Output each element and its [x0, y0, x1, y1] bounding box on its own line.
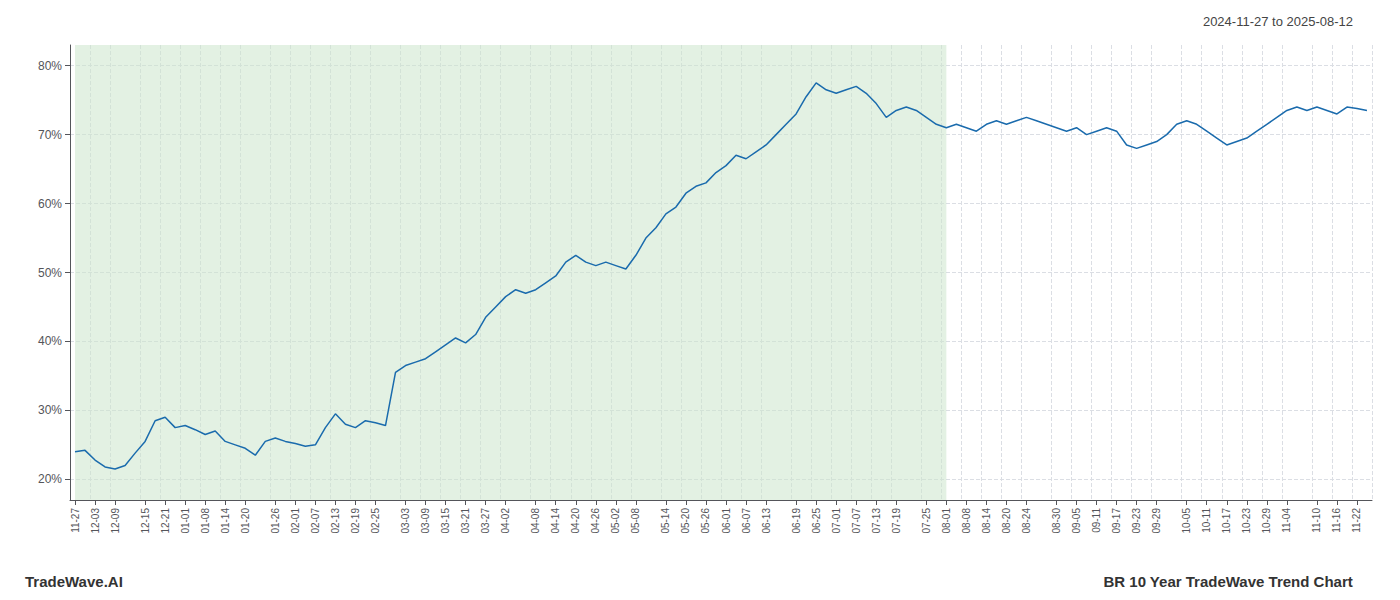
svg-text:06-25: 06-25: [811, 508, 822, 534]
svg-text:10-23: 10-23: [1241, 508, 1252, 534]
svg-text:08-20: 08-20: [1001, 508, 1012, 534]
svg-text:06-07: 06-07: [741, 508, 752, 534]
svg-text:07-19: 07-19: [891, 508, 902, 534]
svg-text:05-14: 05-14: [660, 508, 671, 534]
svg-text:09-23: 09-23: [1131, 508, 1142, 534]
svg-text:12-15: 12-15: [140, 508, 151, 534]
svg-text:09-11: 09-11: [1091, 508, 1102, 533]
svg-text:05-08: 05-08: [630, 508, 641, 534]
svg-text:TradeWave.AI: TradeWave.AI: [25, 573, 123, 590]
svg-text:02-13: 02-13: [330, 508, 341, 534]
svg-text:20%: 20%: [38, 472, 62, 486]
svg-text:03-15: 03-15: [440, 508, 451, 534]
svg-text:50%: 50%: [38, 266, 62, 280]
svg-text:10-29: 10-29: [1261, 508, 1272, 534]
svg-text:02-07: 02-07: [310, 508, 321, 534]
svg-text:01-01: 01-01: [180, 508, 191, 534]
svg-text:01-20: 01-20: [240, 508, 251, 534]
svg-text:11-22: 11-22: [1351, 508, 1362, 533]
svg-text:05-02: 05-02: [610, 508, 621, 534]
svg-text:70%: 70%: [38, 128, 62, 142]
svg-text:04-14: 04-14: [550, 508, 561, 534]
svg-text:03-03: 03-03: [400, 508, 411, 534]
svg-text:09-17: 09-17: [1111, 508, 1122, 534]
svg-text:BR 10 Year TradeWave Trend Cha: BR 10 Year TradeWave Trend Chart: [1103, 573, 1352, 590]
svg-text:08-14: 08-14: [981, 508, 992, 534]
svg-text:06-13: 06-13: [761, 508, 772, 534]
svg-text:08-01: 08-01: [941, 508, 952, 534]
svg-text:12-09: 12-09: [110, 508, 121, 534]
svg-text:08-24: 08-24: [1021, 508, 1032, 534]
svg-text:07-07: 07-07: [851, 508, 862, 534]
svg-text:10-17: 10-17: [1221, 508, 1232, 534]
svg-text:02-25: 02-25: [370, 508, 381, 534]
svg-text:12-21: 12-21: [160, 508, 171, 534]
svg-text:11-27: 11-27: [70, 508, 81, 533]
svg-text:09-05: 09-05: [1071, 508, 1082, 534]
svg-text:07-01: 07-01: [831, 508, 842, 534]
svg-text:03-21: 03-21: [460, 508, 471, 534]
svg-text:04-08: 04-08: [530, 508, 541, 534]
svg-text:05-26: 05-26: [700, 508, 711, 534]
svg-text:01-08: 01-08: [200, 508, 211, 534]
svg-text:80%: 80%: [38, 59, 62, 73]
svg-text:06-19: 06-19: [791, 508, 802, 534]
svg-text:12-03: 12-03: [90, 508, 101, 534]
svg-text:04-02: 04-02: [500, 508, 511, 534]
svg-text:03-27: 03-27: [480, 508, 491, 534]
svg-text:05-20: 05-20: [680, 508, 691, 534]
svg-text:2024-11-27 to 2025-08-12: 2024-11-27 to 2025-08-12: [1203, 14, 1353, 29]
svg-text:10-11: 10-11: [1201, 508, 1212, 533]
svg-text:08-30: 08-30: [1051, 508, 1062, 534]
svg-text:40%: 40%: [38, 334, 62, 348]
svg-text:07-25: 07-25: [921, 508, 932, 534]
svg-text:02-01: 02-01: [290, 508, 301, 534]
svg-text:30%: 30%: [38, 403, 62, 417]
svg-text:02-19: 02-19: [350, 508, 361, 534]
svg-text:11-16: 11-16: [1331, 508, 1342, 533]
svg-text:01-14: 01-14: [220, 508, 231, 534]
svg-text:08-08: 08-08: [961, 508, 972, 534]
svg-text:07-13: 07-13: [871, 508, 882, 534]
svg-text:06-01: 06-01: [721, 508, 732, 534]
svg-text:04-26: 04-26: [590, 508, 601, 534]
svg-text:09-29: 09-29: [1151, 508, 1162, 534]
svg-text:11-04: 11-04: [1281, 508, 1292, 533]
svg-text:60%: 60%: [38, 197, 62, 211]
svg-text:01-26: 01-26: [270, 508, 281, 534]
svg-text:11-10: 11-10: [1311, 508, 1322, 533]
svg-text:04-20: 04-20: [570, 508, 581, 534]
svg-text:03-09: 03-09: [420, 508, 431, 534]
svg-text:10-05: 10-05: [1181, 508, 1192, 534]
